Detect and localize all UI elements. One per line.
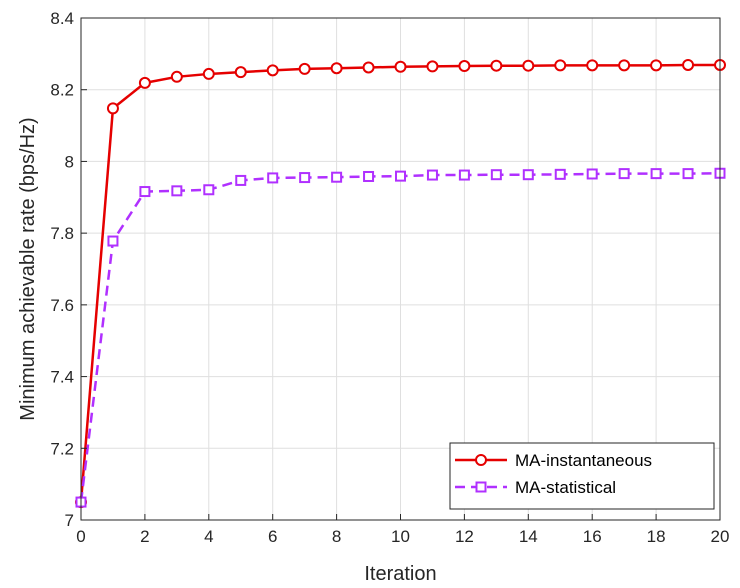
data-point-ma-statistical	[618, 168, 630, 180]
data-point-ma-instantaneous	[266, 64, 279, 77]
data-point-ma-instantaneous	[394, 60, 407, 73]
data-point-ma-instantaneous	[618, 59, 631, 72]
legend-marker-ma-instantaneous	[475, 454, 487, 466]
x-tick-label: 10	[391, 527, 410, 546]
data-point-ma-statistical	[203, 184, 215, 196]
y-tick-label: 7.2	[50, 439, 74, 458]
data-point-ma-statistical	[299, 172, 311, 184]
legend-label-ma-instantaneous: MA-instantaneous	[515, 451, 652, 470]
legend: MA-instantaneous MA-statistical	[449, 442, 715, 510]
y-tick-label: 7.8	[50, 224, 74, 243]
data-point-ma-statistical	[171, 185, 183, 197]
data-point-ma-instantaneous	[330, 62, 343, 75]
data-point-ma-statistical	[490, 169, 502, 181]
data-point-ma-instantaneous	[426, 60, 439, 73]
legend-marker-ma-statistical	[475, 481, 487, 493]
x-tick-label: 16	[583, 527, 602, 546]
x-axis: 0 2 4 6 8 10 12 14 16 18 20	[76, 514, 729, 546]
data-point-ma-instantaneous	[650, 59, 663, 72]
x-tick-label: 14	[519, 527, 538, 546]
series-layer	[75, 58, 726, 509]
data-point-ma-instantaneous	[682, 58, 695, 71]
data-point-ma-instantaneous	[202, 67, 215, 80]
data-point-ma-instantaneous	[298, 62, 311, 75]
y-tick-label: 8.2	[50, 81, 74, 100]
data-point-ma-statistical	[682, 168, 694, 180]
data-point-ma-statistical	[650, 168, 662, 180]
x-tick-label: 20	[711, 527, 730, 546]
x-tick-label: 0	[76, 527, 85, 546]
x-tick-label: 4	[204, 527, 213, 546]
data-point-ma-statistical	[522, 169, 534, 181]
data-point-ma-instantaneous	[586, 59, 599, 72]
x-tick-label: 8	[332, 527, 341, 546]
y-tick-label: 8	[65, 152, 74, 171]
legend-box	[449, 442, 715, 510]
x-axis-label: Iteration	[364, 563, 436, 585]
data-point-ma-instantaneous	[106, 102, 119, 115]
x-tick-label: 12	[455, 527, 474, 546]
x-tick-label: 6	[268, 527, 277, 546]
data-point-ma-instantaneous	[170, 70, 183, 83]
data-point-ma-instantaneous	[554, 59, 567, 72]
data-point-ma-statistical	[107, 235, 119, 247]
x-tick-label: 2	[140, 527, 149, 546]
data-point-ma-statistical	[458, 169, 470, 181]
x-tick-label: 18	[647, 527, 666, 546]
data-point-ma-statistical	[139, 186, 151, 198]
y-axis: 7 7.2 7.4 7.6 7.8 8 8.2 8.4	[50, 9, 87, 530]
data-point-ma-instantaneous	[490, 59, 503, 72]
y-axis-label: Minimum achievable rate (bps/Hz)	[17, 117, 39, 420]
data-point-ma-statistical	[554, 168, 566, 180]
data-point-ma-instantaneous	[234, 66, 247, 79]
data-point-ma-statistical	[331, 171, 343, 183]
data-point-ma-statistical	[267, 172, 279, 184]
data-point-ma-statistical	[586, 168, 598, 180]
data-point-ma-statistical	[363, 170, 375, 182]
data-point-ma-statistical	[395, 170, 406, 182]
y-tick-label: 7.4	[50, 368, 74, 387]
data-point-ma-instantaneous	[138, 76, 151, 89]
data-point-ma-instantaneous	[522, 59, 535, 72]
data-point-ma-statistical	[426, 169, 438, 181]
data-point-ma-statistical	[235, 174, 247, 186]
y-tick-label: 8.4	[50, 9, 74, 28]
data-point-ma-instantaneous	[362, 61, 375, 74]
legend-label-ma-statistical: MA-statistical	[515, 478, 616, 497]
y-tick-label: 7	[65, 511, 74, 530]
y-tick-label: 7.6	[50, 296, 74, 315]
data-point-ma-instantaneous	[458, 60, 471, 73]
